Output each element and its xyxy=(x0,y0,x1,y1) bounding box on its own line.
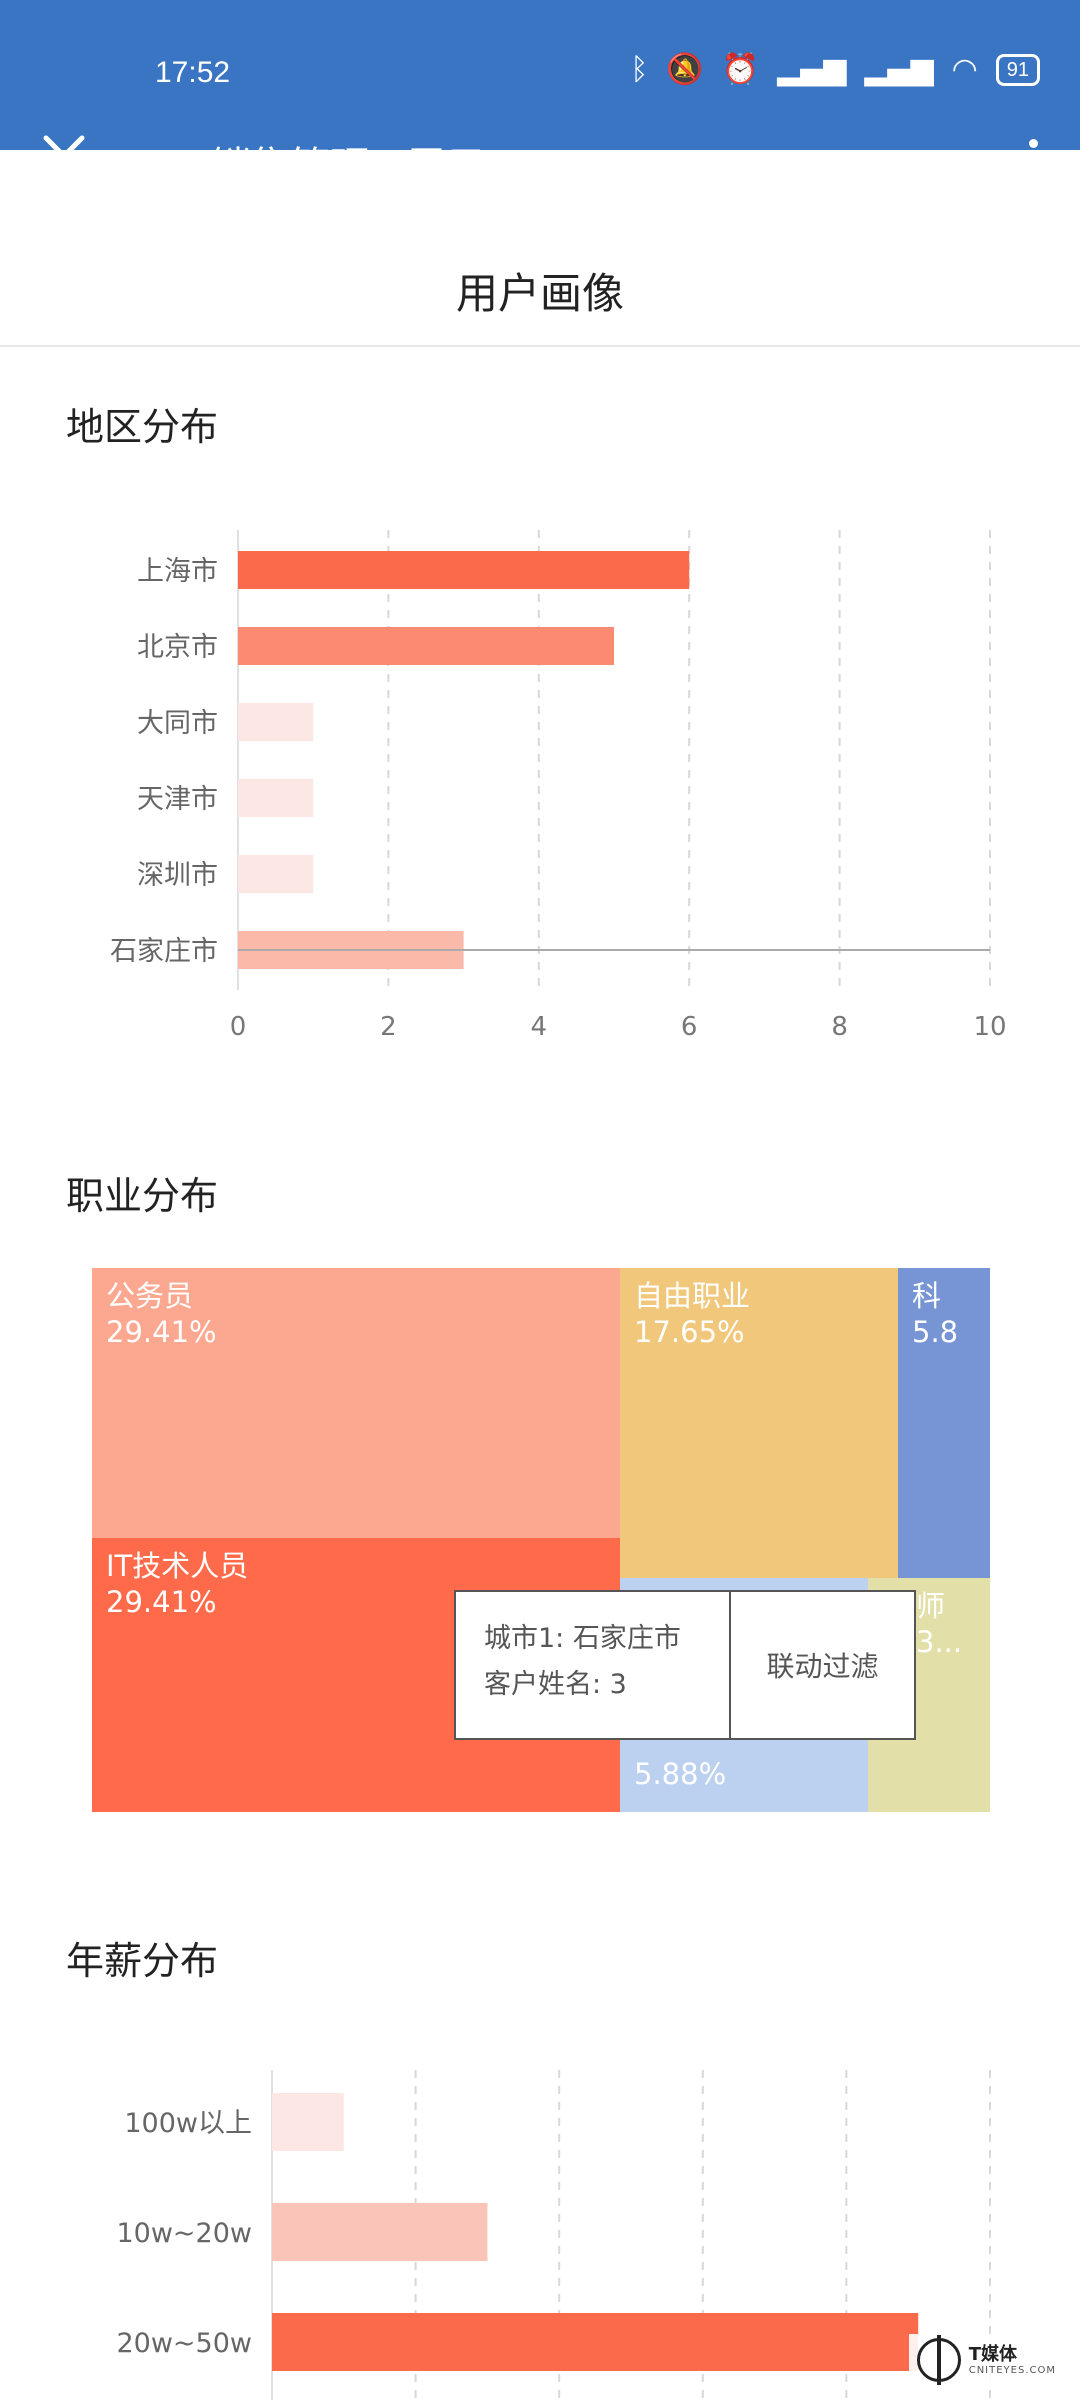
page-header: 用户画像 xyxy=(0,230,1080,347)
app-title: BI · 销售管理 · 展示Demo33766 xyxy=(137,145,704,189)
watermark-sub: CNITEYES.COM xyxy=(968,2364,1056,2376)
treemap-cell-civil-servant[interactable]: 公务员 29.41% xyxy=(92,1268,620,1538)
category-label: 20w~50w xyxy=(116,2328,252,2359)
tooltip-customer: 客户姓名: 3 xyxy=(484,1669,627,1700)
category-label: 10w~20w xyxy=(116,2218,252,2249)
category-label: 北京市 xyxy=(137,632,218,663)
treemap-label: 自由职业 xyxy=(634,1279,751,1313)
close-icon xyxy=(43,135,85,177)
bar xyxy=(238,855,314,893)
bar xyxy=(272,2313,919,2371)
treemap-cell-freelance[interactable]: 自由职业 17.65% xyxy=(620,1268,898,1578)
x-tick-label: 10 xyxy=(973,1012,1006,1042)
wifi-icon: ◠ xyxy=(951,52,978,87)
treemap-label: 公务员 xyxy=(106,1279,194,1313)
page-title: 用户画像 xyxy=(455,269,624,318)
category-label: 天津市 xyxy=(137,784,218,815)
x-tick-label: 0 xyxy=(230,1012,247,1042)
x-tick-label: 4 xyxy=(531,1012,548,1042)
tooltip-info: 城市1: 石家庄市 客户姓名: 3 xyxy=(456,1592,731,1738)
category-label: 大同市 xyxy=(137,708,218,739)
treemap-cell-science[interactable]: 科 5.8 xyxy=(898,1268,990,1578)
treemap-percent: 5.8 xyxy=(912,1315,959,1349)
occupation-section-title: 职业分布 xyxy=(66,1174,219,1218)
x-tick-label: 2 xyxy=(380,1012,397,1042)
treemap-percent: 29.41% xyxy=(106,1585,217,1619)
more-options-button[interactable] xyxy=(1008,132,1058,192)
treemap-percent: 29.41% xyxy=(106,1315,217,1349)
mute-bell-icon: 🔕 xyxy=(666,52,704,87)
treemap-percent: 5.88% xyxy=(634,1757,727,1791)
status-bar: 17:52 ᛒ 🔕 ⏰ ▂▄▆ ▂▄▆ ◠ 91 xyxy=(0,0,1080,150)
more-dot xyxy=(1028,171,1038,180)
more-dot xyxy=(1028,139,1038,148)
signal-icon-2: ▂▄▆ xyxy=(864,52,934,87)
category-label: 石家庄市 xyxy=(110,936,218,967)
bluetooth-icon: ᛒ xyxy=(630,52,649,87)
category-label: 100w以上 xyxy=(124,2108,252,2139)
signal-icon: ▂▄▆ xyxy=(777,52,847,87)
tooltip-city: 城市1: 石家庄市 xyxy=(484,1623,681,1654)
x-tick-label: 8 xyxy=(831,1012,848,1042)
x-tick-label: 6 xyxy=(681,1012,698,1042)
salary-section-title: 年薪分布 xyxy=(66,1939,219,1983)
treemap-percent: 17.65% xyxy=(634,1315,745,1349)
watermark-icon xyxy=(916,2335,961,2385)
treemap-label: IT技术人员 xyxy=(106,1549,249,1583)
category-label: 上海市 xyxy=(137,556,218,587)
alarm-icon: ⏰ xyxy=(721,52,760,87)
status-time: 17:52 xyxy=(155,56,231,89)
bar xyxy=(238,779,314,817)
treemap-label: 科 xyxy=(912,1279,942,1313)
treemap-label: 师 xyxy=(916,1589,946,1623)
linked-filter-button[interactable]: 联动过滤 xyxy=(766,1650,879,1683)
category-label: 深圳市 xyxy=(137,860,218,891)
bar xyxy=(272,2203,488,2261)
region-section-title: 地区分布 xyxy=(66,405,219,449)
more-dot xyxy=(1028,155,1038,164)
treemap-percent: 3... xyxy=(916,1625,963,1659)
watermark-name: T媒体 xyxy=(968,2343,1017,2365)
watermark-logo: T媒体 CNITEYES.COM xyxy=(908,2334,1064,2386)
chart-tooltip: 城市1: 石家庄市 客户姓名: 3 联动过滤 xyxy=(454,1590,916,1740)
close-button[interactable] xyxy=(36,128,92,184)
bar xyxy=(238,551,690,589)
battery-icon: 91 xyxy=(995,53,1040,86)
salary-bar-chart[interactable]: 100w以上 10w~20w 20w~50w xyxy=(0,2040,1080,2400)
status-icons: ᛒ 🔕 ⏰ ▂▄▆ ▂▄▆ ◠ 91 xyxy=(630,52,1040,87)
bar xyxy=(272,2093,344,2151)
bar xyxy=(238,627,614,665)
bar xyxy=(238,703,314,741)
